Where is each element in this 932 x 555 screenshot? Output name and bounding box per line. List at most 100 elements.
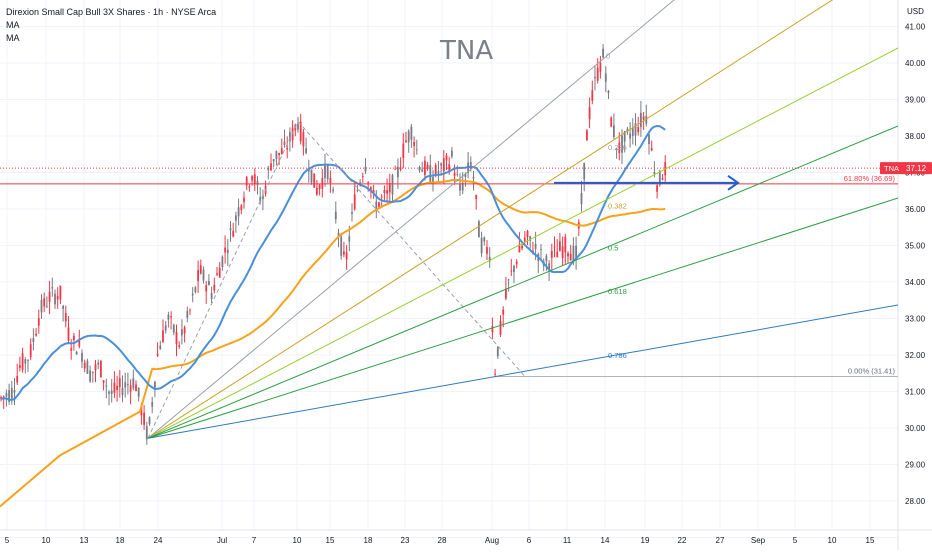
candle-body — [397, 166, 399, 178]
price-tick-label: 35.00 — [905, 242, 926, 251]
candle-body — [445, 155, 448, 161]
ma-indicator-2-label[interactable]: MA — [6, 33, 20, 43]
candle-body — [283, 141, 286, 145]
candle-body — [286, 147, 289, 150]
time-tick-label: 13 — [80, 536, 89, 545]
candle-body — [426, 164, 429, 169]
candle-body — [559, 241, 561, 251]
candle-body — [67, 327, 70, 341]
candle-body — [499, 320, 502, 335]
candle-body — [310, 169, 313, 183]
ma-slow-line — [0, 178, 666, 508]
candle-body — [478, 221, 480, 238]
candle-body — [488, 256, 491, 262]
ma-indicator-1-label[interactable]: MA — [6, 20, 20, 30]
fan-level-label: 0 — [606, 52, 610, 61]
candle-body — [448, 164, 451, 171]
candle-body — [97, 362, 100, 365]
fib-level-label: 61.80% (36.69) — [844, 174, 896, 183]
time-tick-label: Aug — [485, 536, 499, 545]
candle-body — [391, 174, 394, 195]
candle-body — [388, 182, 391, 193]
candles — [0, 44, 667, 445]
candle-body — [594, 76, 596, 79]
candle-body — [89, 370, 91, 382]
candle-body — [324, 165, 326, 179]
candle-body — [459, 183, 461, 191]
candle-body — [405, 140, 407, 142]
candle-body — [604, 73, 607, 82]
candle-body — [10, 388, 13, 399]
candle-body — [70, 348, 73, 351]
fan-line — [147, 0, 675, 439]
candle-body — [299, 121, 302, 142]
time-tick-label: 15 — [866, 536, 875, 545]
candle-body — [191, 293, 194, 296]
candle-body — [410, 126, 413, 140]
time-tick-label: 5 — [793, 536, 798, 545]
grid — [0, 0, 898, 538]
candle-body — [48, 291, 51, 302]
time-tick-label: 15 — [326, 536, 335, 545]
candle-body — [599, 62, 602, 72]
candle-body — [19, 365, 21, 368]
time-tick-label: 14 — [601, 536, 610, 545]
candle-body — [658, 171, 661, 185]
candle-body — [618, 142, 621, 154]
candle-body — [648, 134, 650, 145]
projection-arrow-head — [727, 174, 740, 191]
time-tick-label: 11 — [563, 536, 572, 545]
candle-body — [197, 270, 199, 282]
fan-line — [147, 47, 899, 439]
candle-body — [623, 131, 626, 142]
candle-body — [127, 383, 129, 386]
time-tick-label: 6 — [527, 536, 532, 545]
candle-body — [164, 325, 167, 331]
symbol-title: Direxion Small Cap Bull 3X Shares · 1h ·… — [6, 7, 217, 17]
time-tick-label: 27 — [716, 536, 725, 545]
candle-body — [199, 265, 202, 274]
candle-body — [461, 182, 464, 191]
candle-body — [135, 384, 137, 392]
candle-body — [116, 385, 118, 391]
candle-body — [35, 333, 37, 336]
time-tick-label: 10 — [293, 536, 302, 545]
candle-body — [507, 279, 510, 281]
candle-body — [62, 305, 64, 309]
candle-body — [237, 207, 240, 217]
candle-body — [510, 270, 513, 272]
candle-body — [156, 353, 159, 356]
candle-body — [472, 176, 475, 179]
candle-body — [159, 345, 162, 350]
candle-body — [437, 171, 440, 174]
candle-body — [348, 236, 351, 242]
candle-body — [175, 332, 178, 344]
candle-body — [588, 107, 591, 120]
candle-body — [591, 90, 594, 101]
candle-body — [345, 252, 348, 260]
candle-body — [59, 285, 62, 300]
candle-body — [361, 176, 364, 178]
candle-body — [556, 251, 559, 258]
candle-body — [145, 426, 148, 440]
candle-body — [607, 90, 610, 94]
candle-body — [626, 128, 629, 132]
time-tick-label: Jul — [217, 536, 227, 545]
candle-body — [356, 189, 359, 191]
candle-body — [143, 412, 145, 425]
candle-body — [394, 168, 397, 170]
time-tick-label: 19 — [641, 536, 650, 545]
candle-body — [367, 182, 370, 185]
candle-body — [251, 176, 253, 181]
candle-body — [151, 402, 154, 407]
candle-body — [496, 346, 499, 357]
candle-body — [289, 132, 291, 142]
candle-body — [297, 123, 299, 130]
candle-body — [183, 327, 186, 334]
candle-body — [224, 247, 226, 253]
symbol-watermark: TNA — [440, 36, 494, 66]
candle-body — [102, 380, 105, 383]
candle-body — [210, 292, 213, 300]
candle-body — [43, 298, 46, 307]
